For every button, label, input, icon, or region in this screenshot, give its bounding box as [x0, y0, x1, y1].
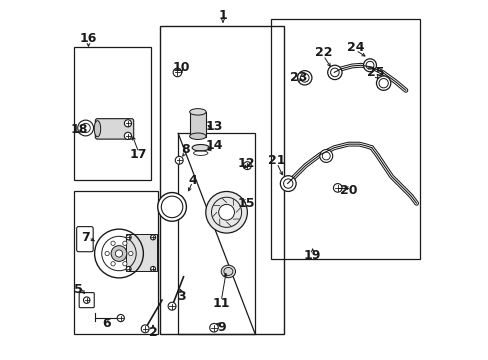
Circle shape [150, 235, 155, 240]
Text: 15: 15 [237, 197, 255, 210]
Text: 10: 10 [173, 60, 190, 73]
Circle shape [122, 262, 127, 266]
Text: 14: 14 [205, 139, 223, 152]
Circle shape [319, 149, 332, 162]
Circle shape [128, 251, 133, 256]
Text: 21: 21 [267, 154, 285, 167]
Ellipse shape [189, 133, 206, 139]
Circle shape [83, 297, 90, 303]
Bar [189, 112, 206, 137]
Text: 25: 25 [366, 66, 384, 79]
Circle shape [175, 156, 183, 164]
Circle shape [327, 65, 341, 80]
Circle shape [209, 323, 218, 332]
Ellipse shape [221, 265, 235, 278]
Circle shape [124, 132, 131, 139]
Circle shape [363, 59, 376, 72]
Text: 5: 5 [74, 283, 83, 296]
Circle shape [333, 184, 341, 192]
Text: 9: 9 [217, 320, 225, 333]
Text: 18: 18 [70, 123, 87, 136]
Bar [271, 19, 419, 259]
Circle shape [173, 68, 182, 77]
Circle shape [376, 76, 390, 90]
Circle shape [158, 193, 186, 221]
Circle shape [124, 120, 131, 127]
Text: 7: 7 [81, 231, 90, 244]
Circle shape [126, 266, 131, 271]
Ellipse shape [189, 109, 206, 115]
Circle shape [280, 176, 296, 192]
Circle shape [168, 302, 176, 310]
Circle shape [126, 235, 131, 240]
Text: 4: 4 [188, 174, 197, 186]
Circle shape [297, 71, 311, 85]
Text: 11: 11 [212, 297, 229, 310]
FancyBboxPatch shape [95, 119, 133, 139]
Text: 23: 23 [289, 71, 306, 84]
Text: 2: 2 [148, 326, 157, 339]
Circle shape [115, 250, 122, 257]
Ellipse shape [94, 121, 101, 137]
Circle shape [111, 241, 115, 246]
Text: 12: 12 [237, 157, 255, 170]
Circle shape [111, 246, 126, 261]
Circle shape [111, 262, 115, 266]
Circle shape [78, 120, 93, 136]
Bar [126, 234, 156, 271]
Text: 19: 19 [304, 249, 321, 262]
Bar [160, 26, 284, 334]
Circle shape [218, 204, 234, 220]
Circle shape [150, 266, 155, 271]
Text: 3: 3 [177, 290, 185, 303]
Text: 24: 24 [346, 41, 364, 54]
Circle shape [122, 241, 127, 246]
Circle shape [105, 251, 109, 256]
Text: 22: 22 [314, 46, 331, 59]
Circle shape [141, 325, 149, 333]
Bar [178, 134, 255, 334]
Circle shape [243, 162, 251, 170]
Bar [74, 47, 151, 180]
Circle shape [205, 192, 247, 233]
Ellipse shape [192, 144, 209, 151]
Circle shape [117, 315, 124, 321]
Text: 13: 13 [205, 120, 222, 133]
Text: 17: 17 [130, 148, 147, 161]
Text: 16: 16 [80, 32, 97, 45]
Text: 1: 1 [218, 9, 227, 22]
Text: 20: 20 [339, 184, 357, 197]
Bar [74, 191, 158, 334]
Text: 8: 8 [181, 143, 189, 156]
Text: 6: 6 [102, 317, 110, 330]
